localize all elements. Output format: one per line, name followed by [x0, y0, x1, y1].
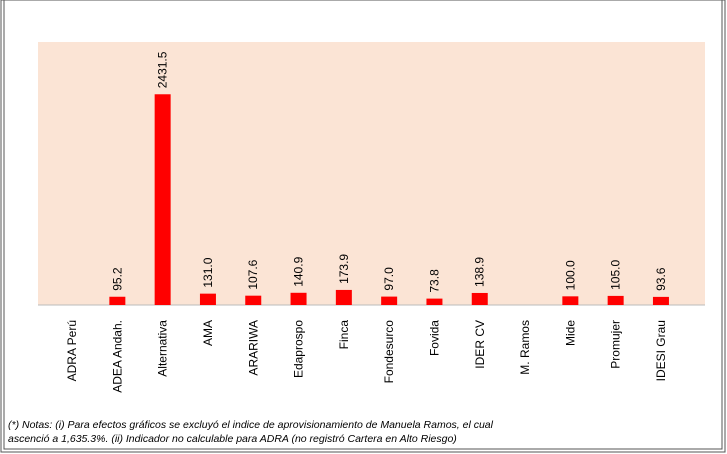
value-label: 173.9	[337, 254, 351, 284]
x-tick-label: M. Ramos	[518, 320, 532, 375]
value-label: 93.6	[654, 267, 668, 291]
x-tick-label: AMA	[201, 320, 215, 346]
bar	[154, 94, 171, 306]
note: ascenció a 1,635.3%. (ii) Indicador no c…	[8, 433, 457, 445]
value-label: 95.2	[110, 267, 124, 291]
value-label: 2431.5	[156, 51, 170, 88]
value-label: 131.0	[201, 257, 215, 287]
bar	[290, 292, 307, 305]
bar	[652, 296, 669, 305]
bar	[471, 292, 488, 305]
bar	[245, 295, 262, 305]
x-tick-label: Edaprospo	[292, 320, 306, 378]
x-tick-label: ARARIWA	[246, 320, 260, 376]
value-label: 107.6	[246, 259, 260, 289]
value-label: 97.0	[382, 267, 396, 291]
plot-area	[38, 42, 705, 305]
x-tick-label: Finca	[337, 320, 351, 350]
x-tick-label: IDER CV	[473, 320, 487, 369]
x-tick-label: Mide	[563, 320, 577, 346]
bar	[199, 293, 216, 305]
value-label: 100.0	[563, 260, 577, 290]
x-tick-label: Fovida	[427, 320, 441, 356]
x-tick-label: Fondesurco	[382, 320, 396, 384]
value-label: 138.9	[473, 257, 487, 287]
value-label: 105.0	[609, 260, 623, 290]
bar	[381, 296, 398, 305]
bar	[426, 298, 443, 305]
bar	[562, 296, 579, 305]
inner-frame	[3, 0, 723, 450]
note: (*) Notas: (i) Para efectos gráficos se …	[8, 419, 494, 431]
x-tick-label: ADRA Perú	[65, 320, 79, 381]
x-tick-label: ADEA Andah.	[110, 320, 124, 393]
value-label: 140.9	[292, 256, 306, 286]
x-tick-label: IDESI Grau	[654, 320, 668, 381]
x-tick-label: Alternativa	[156, 320, 170, 377]
x-tick-label: Promujer	[609, 320, 623, 369]
bar	[607, 295, 624, 305]
bar	[335, 289, 352, 305]
bar	[109, 296, 126, 305]
value-label: 73.8	[427, 269, 441, 293]
